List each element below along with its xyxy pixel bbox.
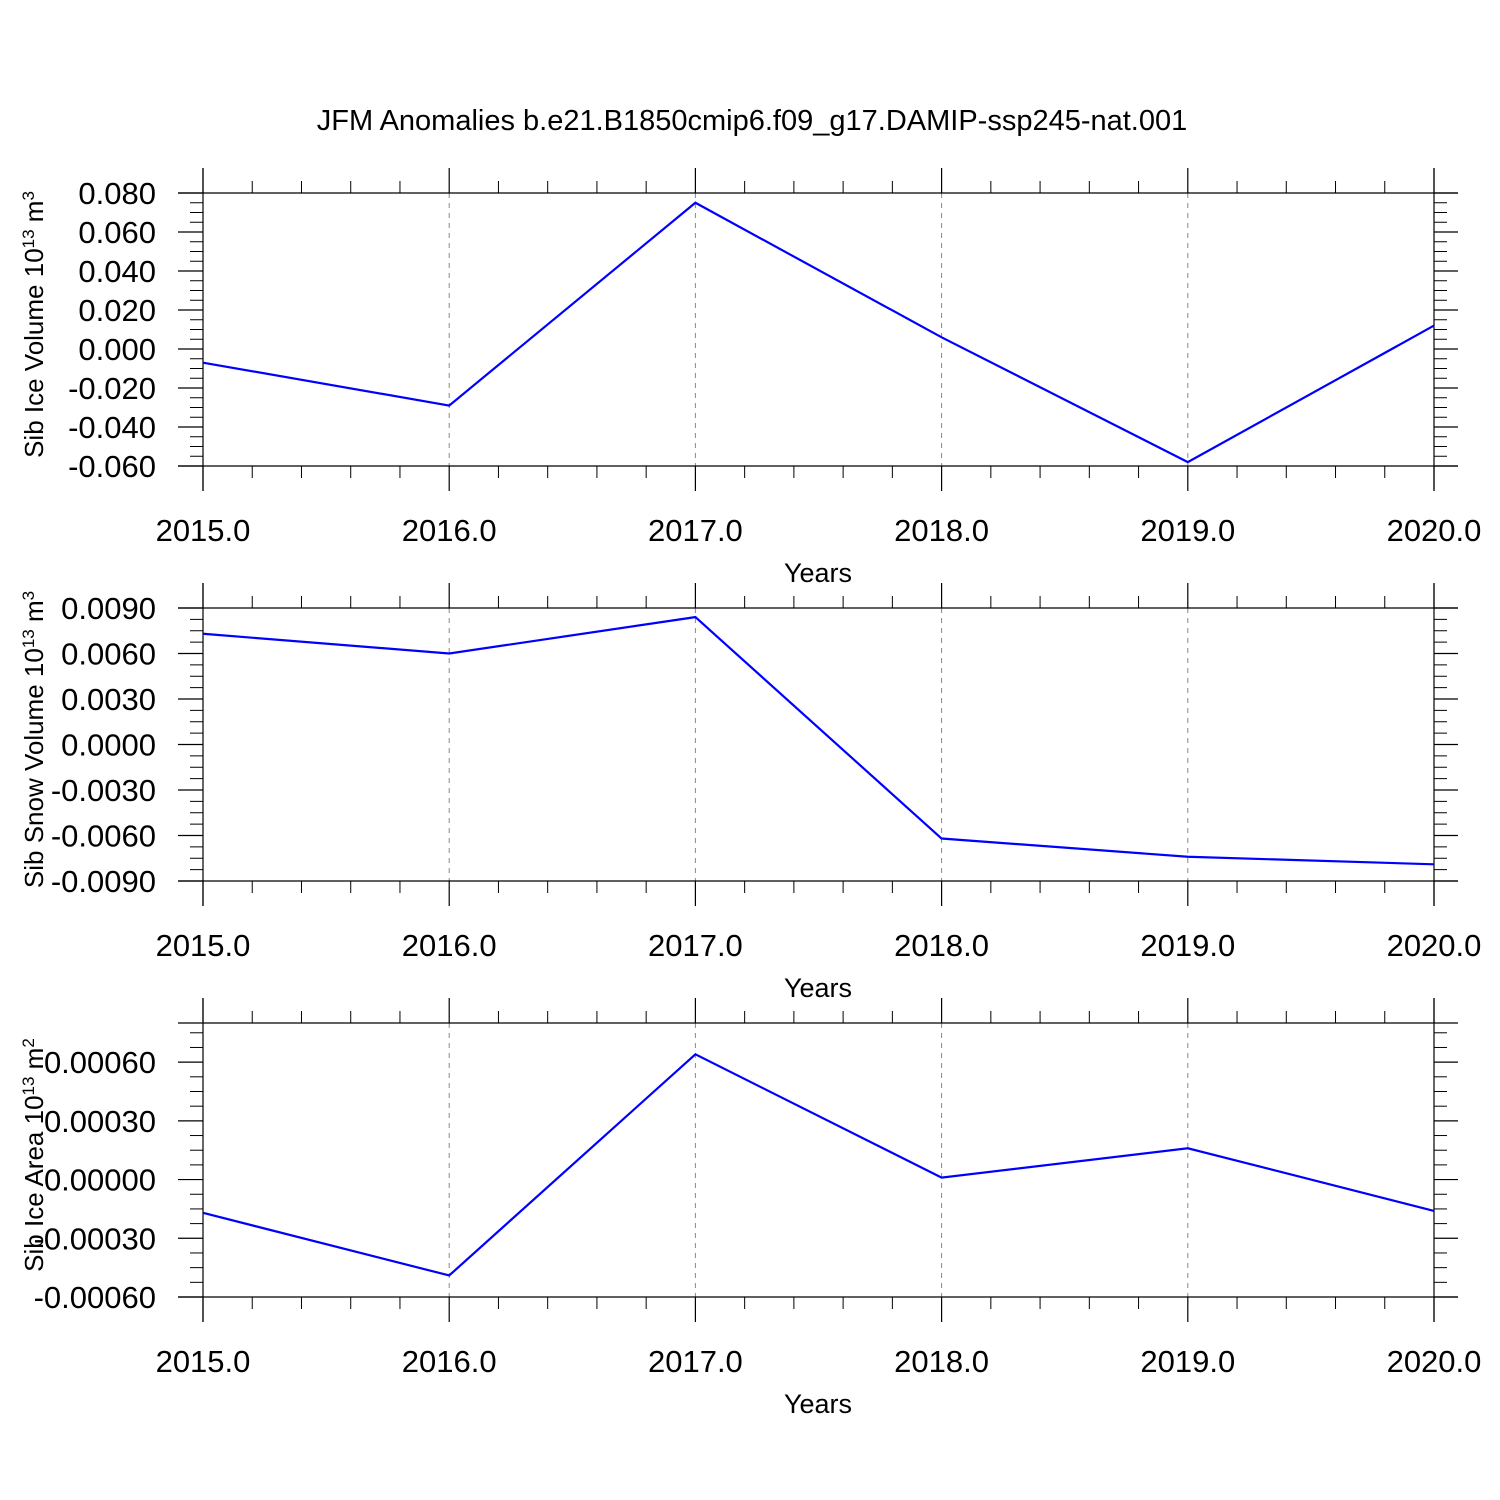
y-tick-label: 0.0090: [61, 591, 156, 626]
y-tick-label: 0.00030: [44, 1104, 156, 1139]
y-axis-label: Sib Ice Volume 1013 m3: [19, 191, 50, 458]
y-axis-label: Sib Snow Volume 1013 m3: [19, 591, 50, 888]
y-tick-label: 0.060: [78, 215, 156, 250]
y-tick-label: -0.0030: [51, 773, 156, 808]
chart-panel-3: 0.000600.000300.00000-0.00030-0.00060201…: [19, 998, 1482, 1419]
y-tick-label: 0.000: [78, 332, 156, 367]
y-tick-label: -0.060: [68, 449, 156, 484]
x-tick-label: 2020.0: [1387, 513, 1482, 548]
y-tick-label: 0.080: [78, 176, 156, 211]
y-tick-label: 0.0060: [61, 637, 156, 672]
y-tick-label: 0.040: [78, 254, 156, 289]
x-tick-label: 2016.0: [402, 513, 497, 548]
x-axis-label: Years: [784, 973, 852, 1003]
y-tick-label: -0.0060: [51, 819, 156, 854]
figure-title: JFM Anomalies b.e21.B1850cmip6.f09_g17.D…: [317, 105, 1188, 137]
y-tick-label: -0.020: [68, 371, 156, 406]
y-tick-label: -0.00030: [34, 1221, 156, 1256]
x-tick-label: 2018.0: [894, 1344, 989, 1379]
y-tick-label: 0.00060: [44, 1045, 156, 1080]
chart-panel-2: 0.0090 0.0060 0.0030 0.0000 -0.0030 -0.0060 -0…: [19, 583, 1482, 1003]
y-axis-label: Sib Ice Area 1013 m2: [19, 1038, 50, 1272]
y-tick-label: 0.0030: [61, 682, 156, 717]
panels: 0.080 0.060 0.040 0.020 0.000 -0.020 -0.040 -0.…: [19, 168, 1482, 1419]
x-axis-label: Years: [784, 558, 852, 588]
y-tick-label: 0.020: [78, 293, 156, 328]
x-tick-label: 2019.0: [1140, 513, 1235, 548]
x-tick-label: 2020.0: [1387, 928, 1482, 963]
y-tick-label: -0.0090: [51, 864, 156, 899]
y-tick-label: -0.040: [68, 410, 156, 445]
y-tick-label: -0.00060: [34, 1280, 156, 1315]
x-tick-label: 2019.0: [1140, 1344, 1235, 1379]
y-tick-label: 0.00000: [44, 1163, 156, 1198]
series-line: [202, 615, 1435, 866]
x-tick-label: 2016.0: [402, 1344, 497, 1379]
y-tick-label: 0.0000: [61, 728, 156, 763]
x-tick-label: 2019.0: [1140, 928, 1235, 963]
x-tick-label: 2017.0: [648, 1344, 743, 1379]
series-line: [202, 201, 1435, 464]
x-tick-label: 2015.0: [156, 928, 251, 963]
x-tick-label: 2017.0: [648, 928, 743, 963]
series-line: [202, 1052, 1435, 1277]
x-tick-label: 2020.0: [1387, 1344, 1482, 1379]
chart-panel-1: 0.080 0.060 0.040 0.020 0.000 -0.020 -0.040 -0.…: [19, 168, 1482, 588]
x-tick-label: 2016.0: [402, 928, 497, 963]
x-tick-label: 2017.0: [648, 513, 743, 548]
x-axis-label: Years: [784, 1389, 852, 1419]
x-tick-label: 2015.0: [156, 1344, 251, 1379]
x-tick-label: 2015.0: [156, 513, 251, 548]
x-tick-label: 2018.0: [894, 513, 989, 548]
x-tick-label: 2018.0: [894, 928, 989, 963]
